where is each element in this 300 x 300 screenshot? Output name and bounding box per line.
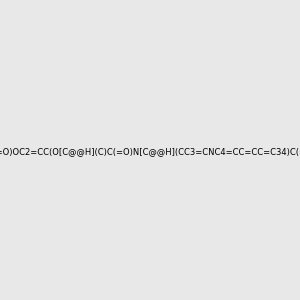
Text: CCCCC1=CC(=O)OC2=CC(O[C@@H](C)C(=O)N[C@@H](CC3=CNC4=CC=CC=C34)C(=O)O)=CC=C12: CCCCC1=CC(=O)OC2=CC(O[C@@H](C)C(=O)N[C@@… (0, 147, 300, 156)
